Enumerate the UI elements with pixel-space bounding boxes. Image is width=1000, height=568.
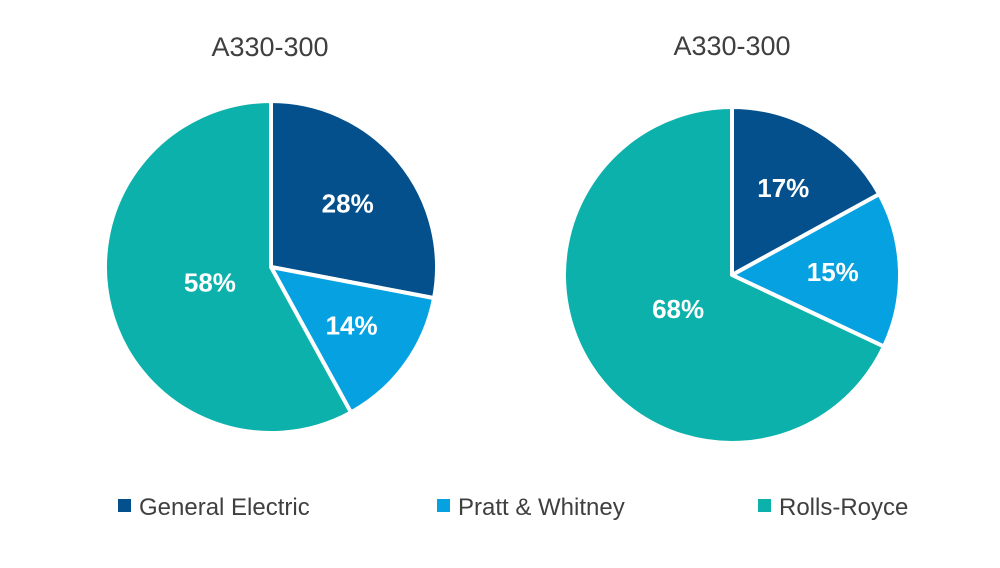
legend-swatch-general-electric — [118, 499, 131, 512]
pie-1-label-rolls-royce: 58% — [184, 268, 236, 298]
pie-2-slice-general-electric — [730, 105, 882, 277]
legend-label-general-electric: General Electric — [139, 494, 310, 521]
pie-2: 17% 15% 68% — [562, 105, 902, 445]
pie-2-title: A330-300 — [673, 31, 790, 61]
pie-1-slice-rolls-royce — [103, 99, 353, 435]
pie-1-slice-pratt-whitney — [269, 265, 437, 415]
pie-2-slice-rolls-royce — [562, 105, 887, 445]
pie-2-label-general-electric: 17% — [757, 173, 809, 203]
pie-1-label-pratt-whitney: 14% — [326, 311, 378, 341]
legend-item-general-electric: General Electric — [118, 494, 310, 521]
pie-2-slice-pratt-whitney — [730, 192, 902, 349]
pie-2-label-rolls-royce: 68% — [652, 294, 704, 324]
legend-swatch-rolls-royce — [758, 499, 771, 512]
legend-label-rolls-royce: Rolls-Royce — [779, 494, 908, 521]
pie-2-label-pratt-whitney: 15% — [807, 257, 859, 287]
pie-1-label-general-electric: 28% — [322, 189, 374, 219]
legend-swatch-pratt-whitney — [437, 499, 450, 512]
pie-1-title: A330-300 — [211, 32, 328, 62]
pie-1: 28% 14% 58% — [103, 99, 440, 435]
legend-label-pratt-whitney: Pratt & Whitney — [458, 494, 625, 521]
legend: General Electric Pratt & Whitney Rolls-R… — [118, 494, 908, 521]
legend-item-rolls-royce: Rolls-Royce — [758, 494, 908, 521]
pie-1-slice-general-electric — [269, 99, 440, 301]
legend-item-pratt-whitney: Pratt & Whitney — [437, 494, 625, 521]
